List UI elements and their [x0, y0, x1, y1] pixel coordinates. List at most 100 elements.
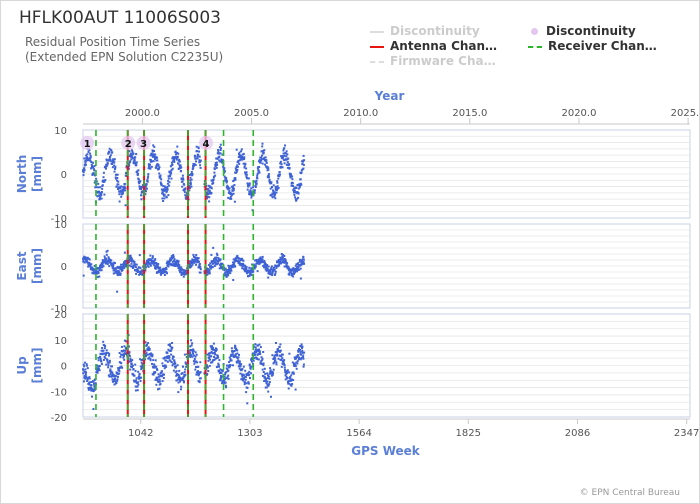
data-point [171, 260, 174, 263]
data-point [157, 263, 160, 266]
data-point [291, 361, 294, 364]
bottom-axis-tick-label: 1825 [456, 428, 481, 439]
data-point [109, 159, 112, 162]
y-axis-label-up: Up [15, 356, 29, 375]
data-point [252, 362, 254, 365]
data-point [233, 349, 236, 352]
data-point [104, 345, 107, 347]
data-point [185, 196, 188, 199]
data-point [191, 349, 194, 352]
data-point [189, 179, 192, 182]
data-point [237, 359, 240, 362]
data-point [99, 358, 102, 360]
data-point [265, 377, 268, 380]
data-point [286, 369, 289, 372]
data-point [166, 272, 168, 275]
data-point [283, 366, 286, 369]
data-point [212, 346, 214, 349]
data-point [218, 258, 221, 261]
data-point [225, 275, 228, 278]
data-point [100, 192, 103, 195]
data-point [82, 369, 85, 372]
data-point [135, 263, 138, 266]
data-point [184, 373, 187, 376]
data-point [179, 267, 182, 270]
data-point [251, 356, 254, 359]
legend-item-firmware-change[interactable]: Firmware Cha… [370, 54, 496, 68]
data-point [132, 265, 135, 268]
data-point [166, 185, 169, 188]
data-point [119, 366, 122, 369]
data-point [136, 268, 139, 270]
data-point [175, 158, 178, 161]
data-point [272, 190, 275, 193]
data-point [198, 260, 200, 263]
legend-item-antenna-change[interactable]: Antenna Chan… [370, 39, 497, 53]
data-point [234, 177, 237, 179]
bottom-axis-tick-label: 2086 [565, 428, 590, 439]
data-point [267, 265, 270, 268]
data-point [209, 265, 212, 268]
data-point [97, 369, 99, 372]
y-tick-label: 0 [61, 170, 67, 181]
data-point [158, 172, 161, 175]
data-point [287, 382, 290, 385]
data-point [276, 180, 279, 183]
data-point [262, 362, 265, 365]
data-point [193, 358, 196, 360]
data-point [178, 160, 181, 163]
data-point [137, 383, 140, 386]
data-point [163, 367, 166, 370]
data-point [287, 380, 290, 383]
data-point [297, 196, 300, 199]
data-point [109, 154, 112, 157]
data-point [152, 359, 155, 362]
data-point [183, 375, 186, 378]
data-point [262, 264, 265, 267]
data-point [190, 185, 193, 188]
data-point [236, 254, 239, 257]
data-point [152, 153, 155, 156]
data-point [153, 364, 156, 367]
data-point [232, 279, 235, 281]
data-point [262, 371, 265, 373]
data-point [247, 381, 250, 384]
data-point [111, 365, 113, 368]
data-point [174, 157, 176, 160]
data-point [256, 174, 259, 177]
data-point [94, 382, 97, 385]
data-point [255, 357, 258, 360]
data-point [176, 152, 179, 154]
legend-item-discontinuity-marker[interactable]: Discontinuity [528, 24, 636, 38]
legend-item-receiver-change[interactable]: Receiver Chan… [528, 39, 657, 53]
data-point [83, 157, 86, 160]
data-point [162, 365, 165, 367]
data-point [155, 165, 158, 168]
data-point [83, 365, 86, 368]
data-point [101, 184, 104, 187]
data-point [111, 371, 114, 374]
data-point [281, 166, 284, 169]
legend-item-discontinuity-line[interactable]: Discontinuity [370, 24, 480, 38]
legend-label: Discontinuity [546, 24, 636, 38]
data-point [169, 170, 172, 173]
data-point [146, 343, 148, 346]
data-point [98, 198, 101, 201]
data-point [293, 362, 296, 365]
data-point [219, 160, 222, 163]
data-point [215, 349, 217, 352]
data-point [232, 264, 235, 267]
discontinuity-marker [121, 136, 136, 150]
data-point [289, 377, 292, 380]
data-point [229, 365, 231, 368]
data-point [107, 366, 110, 369]
data-point [130, 362, 133, 365]
data-point [274, 187, 277, 190]
data-point [85, 158, 88, 161]
data-point [113, 269, 116, 272]
data-point [120, 195, 123, 198]
data-point [243, 377, 246, 380]
data-point [219, 379, 222, 382]
data-point [298, 268, 301, 271]
data-point [302, 357, 305, 360]
